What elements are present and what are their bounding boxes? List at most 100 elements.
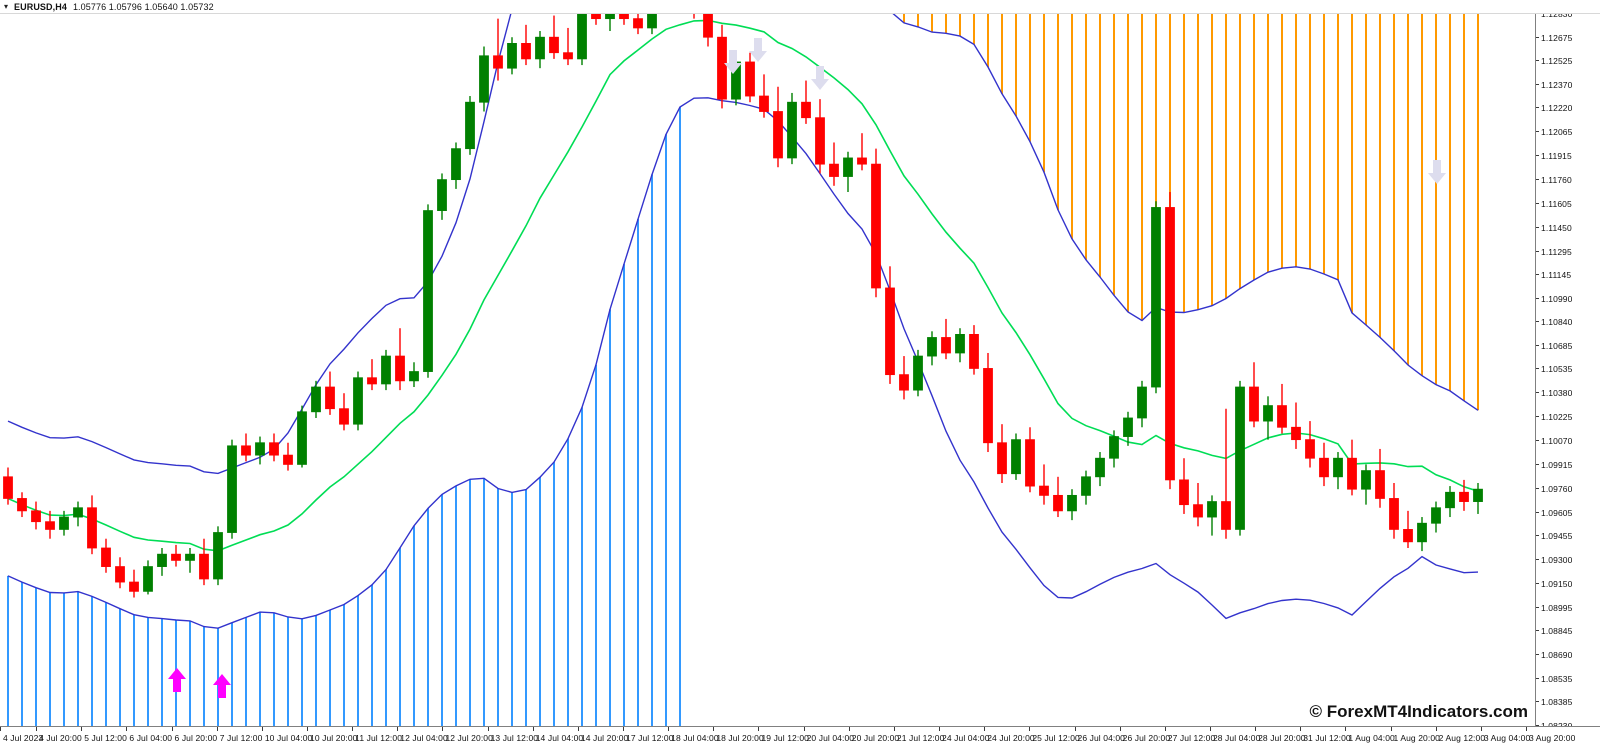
candle-body bbox=[1417, 522, 1427, 543]
price-tick-mark bbox=[1536, 464, 1539, 466]
time-tick-label: 28 Jul 20:00 bbox=[1258, 733, 1306, 743]
price-tick-label: 1.12065 bbox=[1541, 127, 1573, 138]
time-tick-label: 20 Jul 04:00 bbox=[806, 733, 855, 743]
price-tick-label: 1.11605 bbox=[1541, 198, 1572, 209]
candle-body bbox=[339, 408, 349, 425]
time-tick-label: 3 Aug 20:00 bbox=[1528, 733, 1576, 743]
time-tick-mark bbox=[893, 727, 895, 731]
price-tick: 1.10070 bbox=[1536, 436, 1600, 446]
buy-signal-arrow bbox=[168, 668, 186, 692]
candle-body bbox=[871, 163, 881, 289]
candle-body bbox=[269, 442, 279, 456]
candle-body bbox=[1235, 386, 1245, 530]
candle-body bbox=[1095, 457, 1105, 478]
time-tick-mark bbox=[1164, 727, 1166, 731]
time-tick-mark bbox=[577, 727, 579, 731]
price-tick: 1.11760 bbox=[1536, 175, 1600, 185]
price-axis[interactable]: 1.12830 1.12675 1.12525 1.12370 1.12220 1.120… bbox=[1535, 9, 1600, 731]
time-tick-label: 4 Jul 2023 bbox=[3, 733, 44, 743]
candle-body bbox=[815, 117, 825, 165]
price-tick: 1.08385 bbox=[1536, 697, 1600, 707]
price-tick-mark bbox=[1536, 725, 1539, 726]
candle-body bbox=[1249, 386, 1259, 422]
time-tick-mark bbox=[36, 727, 38, 731]
candle-body bbox=[1053, 494, 1063, 512]
time-tick-mark bbox=[984, 727, 986, 731]
candle-body bbox=[423, 210, 433, 372]
price-tick: 1.11450 bbox=[1536, 223, 1600, 233]
candle-body bbox=[759, 95, 769, 112]
price-tick-label: 1.10840 bbox=[1541, 317, 1573, 328]
candle-body bbox=[395, 355, 405, 382]
price-tick-label: 1.11295 bbox=[1541, 246, 1572, 257]
candle-body bbox=[381, 355, 391, 385]
candle-body bbox=[1067, 494, 1077, 512]
price-tick-label: 1.10685 bbox=[1541, 341, 1573, 351]
time-axis[interactable]: 4 Jul 2023 4 Jul 20:00 5 Jul 12:00 6 Jul 04… bbox=[0, 726, 1600, 748]
time-tick-mark bbox=[1209, 727, 1211, 731]
candle-body bbox=[983, 368, 993, 444]
price-tick: 1.08995 bbox=[1536, 603, 1600, 613]
price-tick-mark bbox=[1536, 178, 1539, 180]
time-tick-mark bbox=[623, 727, 625, 731]
chart-dropdown-icon[interactable]: ▾ bbox=[4, 1, 9, 11]
price-tick-label: 1.09915 bbox=[1541, 460, 1573, 471]
price-tick-mark bbox=[1536, 606, 1539, 608]
candle-body bbox=[255, 442, 265, 456]
chart-plot-area[interactable] bbox=[0, 14, 1535, 726]
price-tick-mark bbox=[1536, 653, 1539, 655]
price-tick-mark bbox=[1536, 629, 1539, 631]
time-tick-label: 7 Jul 12:00 bbox=[219, 733, 263, 743]
time-tick-mark bbox=[668, 727, 670, 731]
price-tick-label: 1.12525 bbox=[1541, 56, 1573, 67]
price-tick: 1.10990 bbox=[1536, 294, 1600, 304]
time-tick-label: 13 Jul 12:00 bbox=[490, 733, 539, 743]
price-tick-mark bbox=[1536, 297, 1539, 299]
time-tick-mark bbox=[442, 727, 444, 731]
price-tick: 1.10685 bbox=[1536, 341, 1600, 351]
candle-body bbox=[927, 337, 937, 357]
time-tick-label: 27 Jul 12:00 bbox=[1167, 733, 1216, 743]
time-tick-mark bbox=[397, 727, 399, 731]
price-tick: 1.08845 bbox=[1536, 626, 1600, 636]
sell-signal-arrow bbox=[811, 66, 829, 90]
time-tick-mark bbox=[216, 727, 218, 731]
candle-body bbox=[129, 581, 139, 592]
time-tick-mark bbox=[307, 727, 308, 731]
candle-body bbox=[1319, 457, 1329, 478]
price-tick-label: 1.11145 bbox=[1541, 269, 1572, 280]
candle-body bbox=[241, 445, 251, 456]
time-tick-label: 28 Jul 04:00 bbox=[1212, 733, 1261, 743]
time-tick-label: 6 Jul 20:00 bbox=[174, 733, 218, 743]
candle-body bbox=[283, 454, 293, 465]
candle-body bbox=[899, 374, 909, 391]
time-tick-label: 1 Aug 20:00 bbox=[1393, 733, 1440, 743]
candle-body bbox=[1221, 501, 1231, 530]
price-tick-label: 1.12370 bbox=[1541, 80, 1573, 91]
price-tick: 1.10380 bbox=[1536, 388, 1600, 398]
symbol-label: EURUSD,H4 bbox=[14, 1, 67, 12]
candle-body bbox=[1389, 498, 1399, 530]
candle-body bbox=[87, 507, 97, 549]
candle-body bbox=[605, 14, 615, 20]
price-tick: 1.10535 bbox=[1536, 364, 1600, 374]
sell-signal-arrow bbox=[724, 50, 742, 74]
candle-body bbox=[409, 371, 419, 382]
candle-body bbox=[1403, 529, 1413, 543]
candle-body bbox=[577, 14, 587, 60]
candle-body bbox=[1025, 439, 1035, 487]
candle-body bbox=[465, 101, 475, 150]
price-tick: 1.09455 bbox=[1536, 531, 1600, 541]
time-tick-label: 18 Jul 04:00 bbox=[671, 733, 719, 743]
middle-ma-line bbox=[7, 19, 1479, 552]
candle-body bbox=[1207, 501, 1217, 518]
symbol-bar: ▾ EURUSD,H4 1.05776 1.05796 1.05640 1.05… bbox=[0, 0, 1600, 14]
price-tick: 1.08535 bbox=[1536, 674, 1600, 684]
time-tick-mark bbox=[713, 727, 715, 731]
price-tick-mark bbox=[1536, 512, 1539, 514]
candle-body bbox=[591, 14, 601, 20]
candle-body bbox=[1459, 491, 1469, 502]
candle-body bbox=[1333, 457, 1343, 478]
candle-body bbox=[3, 476, 13, 499]
candle-body bbox=[1081, 476, 1091, 496]
